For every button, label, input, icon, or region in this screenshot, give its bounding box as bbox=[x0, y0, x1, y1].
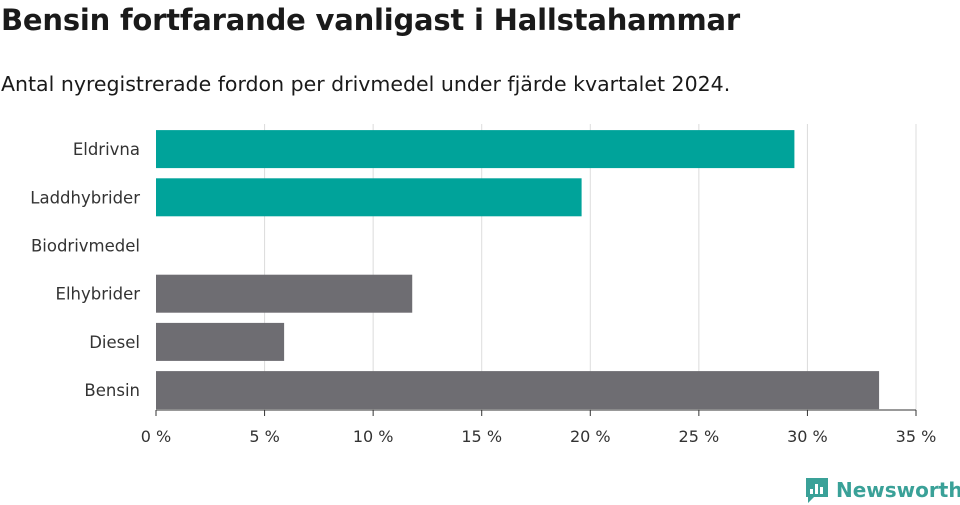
x-tick-label: 35 % bbox=[896, 427, 937, 446]
brand-name: Newsworthy bbox=[836, 478, 960, 502]
x-tick-label: 25 % bbox=[679, 427, 720, 446]
bars bbox=[156, 130, 880, 410]
newsworthy-logo-icon bbox=[806, 478, 828, 503]
bar bbox=[156, 322, 285, 361]
category-label: Elhybrider bbox=[56, 285, 141, 304]
x-tick-label: 0 % bbox=[141, 427, 171, 446]
x-tick-label: 5 % bbox=[249, 427, 279, 446]
bar bbox=[156, 371, 880, 410]
brand-logo: Newsworthy bbox=[804, 475, 960, 505]
x-tick-label: 30 % bbox=[787, 427, 828, 446]
x-tick-label: 10 % bbox=[353, 427, 394, 446]
bar-chart: Eldrivna Laddhybrider Biodrivmedel Elhybrid… bbox=[30, 124, 937, 446]
category-label: Bensin bbox=[84, 381, 140, 400]
category-label: Laddhybrider bbox=[30, 188, 140, 207]
bar bbox=[156, 178, 582, 217]
x-tick-label: 20 % bbox=[570, 427, 611, 446]
category-label: Diesel bbox=[89, 333, 140, 352]
chart-subtitle: Antal nyregistrerade fordon per drivmede… bbox=[1, 72, 731, 96]
x-tick-label: 15 % bbox=[461, 427, 502, 446]
bar bbox=[156, 274, 413, 313]
bar bbox=[156, 130, 795, 169]
category-label: Eldrivna bbox=[73, 140, 140, 159]
category-label: Biodrivmedel bbox=[31, 237, 140, 256]
x-axis: 0 % 5 % 10 % 15 % 20 % 25 % 30 % 35 % bbox=[141, 409, 937, 446]
category-labels: Eldrivna Laddhybrider Biodrivmedel Elhybrid… bbox=[30, 140, 140, 400]
grid-lines bbox=[264, 124, 917, 410]
chart-title: Bensin fortfarande vanligast i Hallstaha… bbox=[1, 3, 741, 37]
